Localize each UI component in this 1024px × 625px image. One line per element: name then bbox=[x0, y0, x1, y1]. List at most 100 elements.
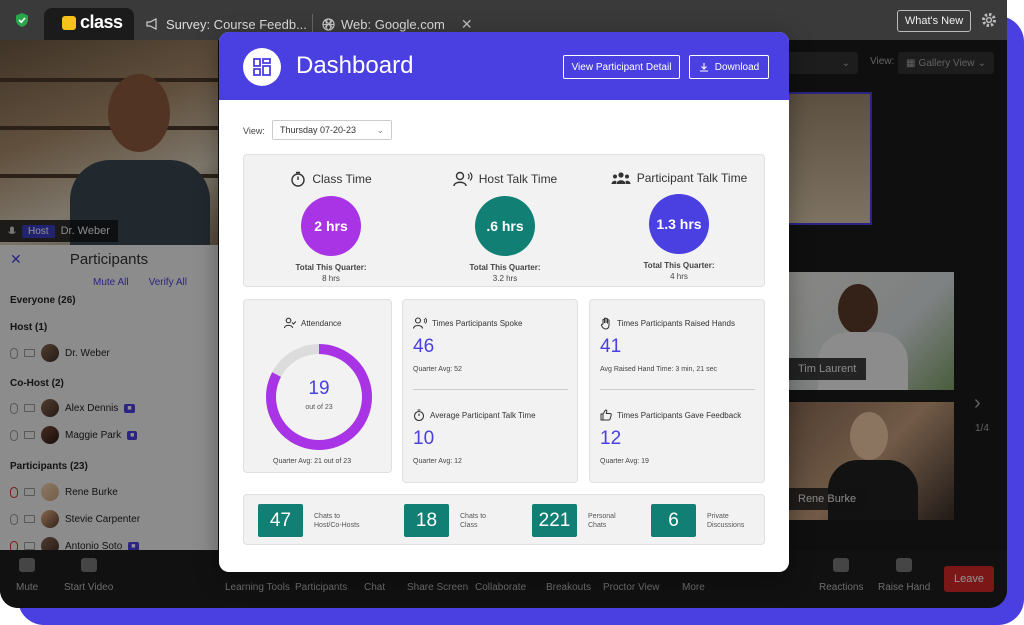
participant-row[interactable]: Rene Burke bbox=[10, 482, 118, 502]
video-tile-rene-burke[interactable]: Rene Burke bbox=[788, 402, 954, 520]
bookshelf-decor bbox=[0, 126, 218, 130]
date-select[interactable]: Thursday 07-20-23 ⌄ bbox=[272, 120, 392, 140]
tab-survey-label: Survey: Course Feedb... bbox=[166, 16, 307, 32]
engagement-stats-panel: Times Participants Raised Hands 41 Avg R… bbox=[589, 299, 765, 483]
participant-name: Antonio Soto bbox=[65, 540, 123, 551]
globe-icon bbox=[322, 17, 335, 31]
microphone-icon[interactable] bbox=[10, 429, 18, 441]
gallery-pager: 1/4 bbox=[975, 423, 989, 434]
tab-web[interactable]: Web: Google.com ✕ bbox=[322, 14, 473, 34]
chevron-down-icon: ⌄ bbox=[841, 57, 850, 69]
view-participant-detail-label: View Participant Detail bbox=[571, 61, 672, 73]
layout-dropdown[interactable]: ⌄ bbox=[788, 52, 858, 74]
group-icon bbox=[611, 172, 631, 184]
participant-row[interactable]: Maggie Park ■ bbox=[10, 425, 138, 445]
microphone-icon[interactable] bbox=[10, 402, 18, 414]
tab-survey[interactable]: Survey: Course Feedb... ✕ bbox=[146, 14, 335, 34]
chevron-right-icon[interactable]: › bbox=[974, 392, 981, 414]
gallery-controls: ⌄ View: ▦ Gallery View ⌄ bbox=[788, 40, 1007, 245]
download-icon bbox=[699, 63, 708, 72]
attendance-value: 19 bbox=[308, 378, 330, 399]
host-talk-total-value: 3.2 hrs bbox=[492, 274, 518, 283]
close-icon[interactable]: ✕ bbox=[322, 15, 335, 32]
leave-button[interactable]: Leave bbox=[944, 566, 994, 592]
mute-all-button[interactable]: Mute All bbox=[93, 277, 129, 288]
close-icon[interactable]: ✕ bbox=[460, 15, 473, 32]
host-video-tile[interactable] bbox=[0, 40, 218, 250]
time-summary-panel: Class Time 2 hrs Total This Quarter: 8 h… bbox=[243, 154, 765, 287]
close-icon[interactable]: ✕ bbox=[10, 251, 22, 267]
more-label: More bbox=[682, 582, 705, 593]
participant-row[interactable]: Antonio Soto ■ bbox=[10, 536, 139, 550]
tab-web-label: Web: Google.com bbox=[341, 16, 445, 32]
video-tile-tim-laurent[interactable]: Tim Laurent bbox=[788, 272, 954, 390]
microphone-muted-icon[interactable] bbox=[10, 486, 18, 498]
host-talk-heading: Host Talk Time bbox=[418, 171, 592, 187]
speaking-stats-panel: Times Participants Spoke 46 Quarter Avg:… bbox=[402, 299, 578, 483]
everyone-section[interactable]: Everyone (26) bbox=[10, 295, 76, 306]
class-time-label: Class Time bbox=[312, 172, 372, 186]
microphone-muted-icon[interactable] bbox=[10, 540, 18, 550]
feedback-value: 12 bbox=[600, 428, 622, 449]
participant-talk-total-value: 4 hrs bbox=[670, 272, 688, 281]
video-off-icon bbox=[80, 558, 97, 572]
chats-class-value: 18 bbox=[404, 504, 449, 537]
raised-heading: Times Participants Raised Hands bbox=[600, 317, 735, 330]
avatar bbox=[41, 399, 59, 417]
bookshelf-decor bbox=[0, 78, 218, 82]
avg-talk-heading: Average Participant Talk Time bbox=[413, 409, 536, 421]
attendance-donut: 19 out of 23 bbox=[264, 342, 374, 452]
chats-class-label-line2: Class bbox=[460, 522, 478, 529]
chats-class-label: Chats to Class bbox=[460, 512, 530, 530]
participant-name-tag: Rene Burke bbox=[788, 488, 867, 510]
microphone-icon[interactable] bbox=[10, 347, 18, 359]
raised-avg: Avg Raised Hand Time: 3 min, 21 sec bbox=[600, 366, 717, 373]
camera-icon[interactable] bbox=[24, 404, 35, 412]
class-time-heading: Class Time bbox=[244, 171, 418, 187]
attendance-donut-fill bbox=[266, 344, 372, 450]
microphone-icon[interactable] bbox=[10, 513, 18, 525]
gallery-view-dropdown[interactable]: ▦ Gallery View ⌄ bbox=[898, 52, 994, 74]
camera-icon[interactable] bbox=[24, 488, 35, 496]
private-discussions-label: Private Discussions bbox=[707, 512, 777, 530]
participants-label: Participants bbox=[295, 582, 348, 593]
download-button[interactable]: Download bbox=[689, 55, 769, 79]
personal-chats-value: 221 bbox=[532, 504, 577, 537]
participant-name: Maggie Park bbox=[65, 429, 122, 441]
participant-row[interactable]: Stevie Carpenter bbox=[10, 509, 140, 529]
avg-talk-label: Average Participant Talk Time bbox=[430, 410, 536, 420]
start-video-button[interactable]: Start Video bbox=[64, 558, 113, 593]
stopwatch-icon bbox=[413, 409, 425, 421]
camera-icon[interactable] bbox=[24, 349, 35, 357]
class-logo-icon bbox=[62, 16, 76, 30]
video-tile[interactable] bbox=[788, 92, 872, 225]
mute-button[interactable]: Mute bbox=[16, 558, 38, 593]
reactions-button[interactable]: Reactions bbox=[819, 558, 863, 593]
gear-icon[interactable] bbox=[980, 11, 998, 29]
camera-icon[interactable] bbox=[24, 515, 35, 523]
avatar bbox=[41, 483, 59, 501]
microphone-icon bbox=[8, 226, 16, 234]
view-participant-detail-button[interactable]: View Participant Detail bbox=[563, 55, 680, 79]
class-time-column: Class Time 2 hrs Total This Quarter: 8 h… bbox=[244, 155, 418, 283]
reactions-label: Reactions bbox=[819, 582, 864, 593]
dashboard-title: Dashboard bbox=[296, 52, 414, 79]
host-talk-column: Host Talk Time .6 hrs Total This Quarter… bbox=[418, 155, 592, 283]
camera-icon[interactable] bbox=[24, 542, 35, 550]
verify-all-button[interactable]: Verify All bbox=[148, 277, 187, 288]
camera-icon[interactable] bbox=[24, 431, 35, 439]
whats-new-button[interactable]: What's New bbox=[897, 10, 971, 32]
personal-chats-label-line2: Chats bbox=[588, 522, 607, 529]
learning-tools-label: Learning Tools bbox=[225, 582, 290, 593]
download-label: Download bbox=[714, 61, 760, 73]
megaphone-icon bbox=[146, 18, 157, 30]
share-screen-label: Share Screen bbox=[407, 582, 469, 593]
raise-hand-button[interactable]: Raise Hand bbox=[878, 558, 930, 593]
avatar bbox=[41, 537, 59, 550]
tab-class[interactable]: class bbox=[44, 8, 134, 40]
private-discussions-value: 6 bbox=[651, 504, 696, 537]
participant-name-tag: Tim Laurent bbox=[788, 358, 867, 380]
participant-name: Stevie Carpenter bbox=[65, 513, 141, 525]
participant-row[interactable]: Dr. Weber bbox=[10, 343, 110, 363]
participant-row[interactable]: Alex Dennis ■ bbox=[10, 398, 135, 418]
